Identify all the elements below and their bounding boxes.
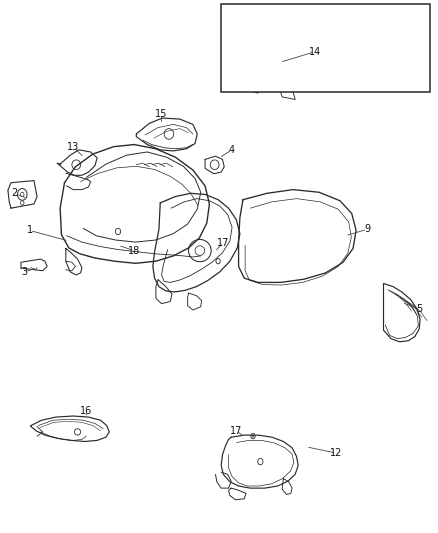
Text: 9: 9 <box>364 224 370 235</box>
Text: 12: 12 <box>330 448 343 458</box>
Text: 1: 1 <box>27 225 33 236</box>
Text: 16: 16 <box>80 406 92 416</box>
Text: 18: 18 <box>128 246 140 256</box>
Bar <box>221 4 430 92</box>
Text: 13: 13 <box>67 142 79 152</box>
Text: 14: 14 <box>309 47 321 56</box>
Text: 4: 4 <box>229 145 235 155</box>
Text: 3: 3 <box>21 267 27 277</box>
Text: 2: 2 <box>11 188 18 198</box>
Text: 15: 15 <box>155 109 168 119</box>
Text: 5: 5 <box>416 304 422 314</box>
Text: 17: 17 <box>217 238 230 248</box>
Text: 17: 17 <box>230 426 243 436</box>
